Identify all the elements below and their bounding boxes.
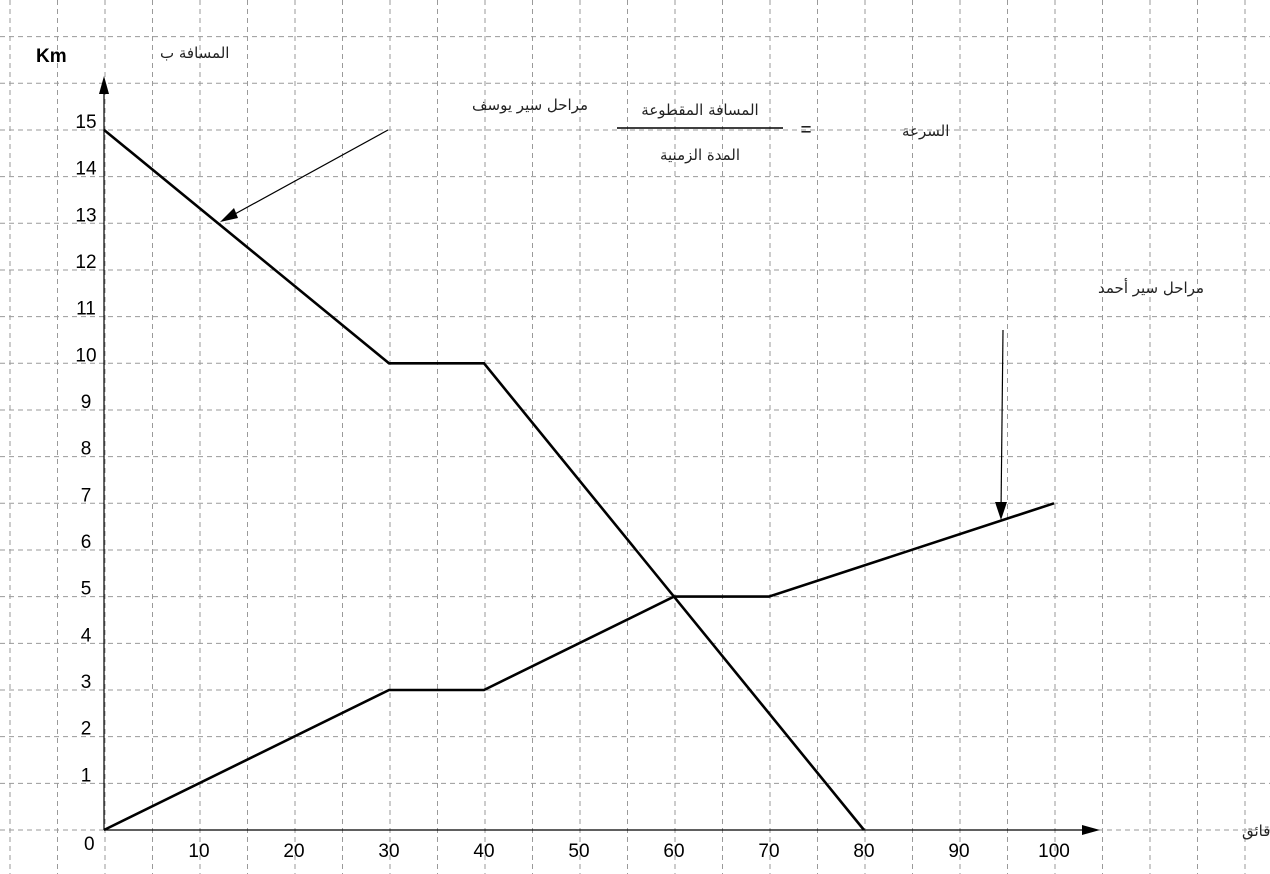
annotation-youssef: مراحل سير يوسف bbox=[220, 96, 588, 222]
series-line-youssef bbox=[103, 128, 866, 831]
y-tick-label: 2 bbox=[81, 719, 92, 740]
pointer-youssef bbox=[223, 129, 389, 221]
y-axis-label: المسافة ب bbox=[160, 44, 229, 62]
y-tick-label: 3 bbox=[81, 672, 92, 693]
y-tick-label: 13 bbox=[75, 205, 96, 226]
x-tick-label: 60 bbox=[663, 841, 684, 862]
formula-numerator: المسافة المقطوعة bbox=[641, 101, 758, 119]
series-layer bbox=[103, 128, 1055, 832]
x-tick-label: 50 bbox=[568, 841, 589, 862]
origin-label: 0 bbox=[84, 834, 95, 855]
y-tick-label: 9 bbox=[81, 392, 92, 413]
y-tick-label: 1 bbox=[81, 765, 92, 786]
arrowhead-youssef-icon bbox=[220, 208, 238, 222]
y-tick-label: 10 bbox=[75, 345, 96, 366]
y-tick-label: 4 bbox=[81, 625, 92, 646]
y-tick-label: 7 bbox=[81, 485, 92, 506]
annotation-ahmed: مراحل سير أحمد bbox=[995, 278, 1204, 520]
formula-lhs: السرعة bbox=[902, 122, 949, 140]
y-axis-label-unit: Km bbox=[36, 46, 67, 67]
x-axis-label: الزمن بالدقائق bbox=[1242, 822, 1270, 840]
pointer-ahmed bbox=[1000, 329, 1004, 513]
arrowhead-ahmed-icon bbox=[995, 502, 1007, 520]
x-tick-label: 100 bbox=[1038, 841, 1070, 862]
series-label-ahmed: مراحل سير أحمد bbox=[1098, 278, 1204, 297]
y-tick-label: 15 bbox=[75, 112, 96, 133]
x-tick-label: 90 bbox=[948, 841, 969, 862]
x-tick-label: 10 bbox=[188, 841, 209, 862]
x-tick-label: 30 bbox=[378, 841, 399, 862]
y-tick-label: 12 bbox=[75, 252, 96, 273]
series-label-youssef: مراحل سير يوسف bbox=[472, 96, 588, 114]
speed-formula: المسافة المقطوعة المدة الزمنية = السرعة bbox=[617, 101, 949, 164]
formula-equals: = bbox=[800, 120, 811, 141]
y-tick-label: 11 bbox=[76, 299, 96, 320]
y-tick-label: 5 bbox=[81, 579, 92, 600]
series-line-ahmed bbox=[103, 502, 1055, 832]
x-tick-label: 80 bbox=[853, 841, 874, 862]
x-axis-arrow-icon bbox=[1082, 825, 1100, 835]
x-tick-label: 70 bbox=[758, 841, 779, 862]
y-axis-arrow-icon bbox=[99, 76, 109, 94]
x-tick-label: 40 bbox=[473, 841, 494, 862]
x-tick-label: 20 bbox=[283, 841, 304, 862]
formula-denominator: المدة الزمنية bbox=[660, 146, 740, 164]
y-tick-label: 6 bbox=[81, 532, 92, 553]
y-tick-label: 8 bbox=[81, 439, 92, 460]
y-tick-label: 14 bbox=[75, 159, 97, 180]
axes bbox=[99, 76, 1100, 835]
